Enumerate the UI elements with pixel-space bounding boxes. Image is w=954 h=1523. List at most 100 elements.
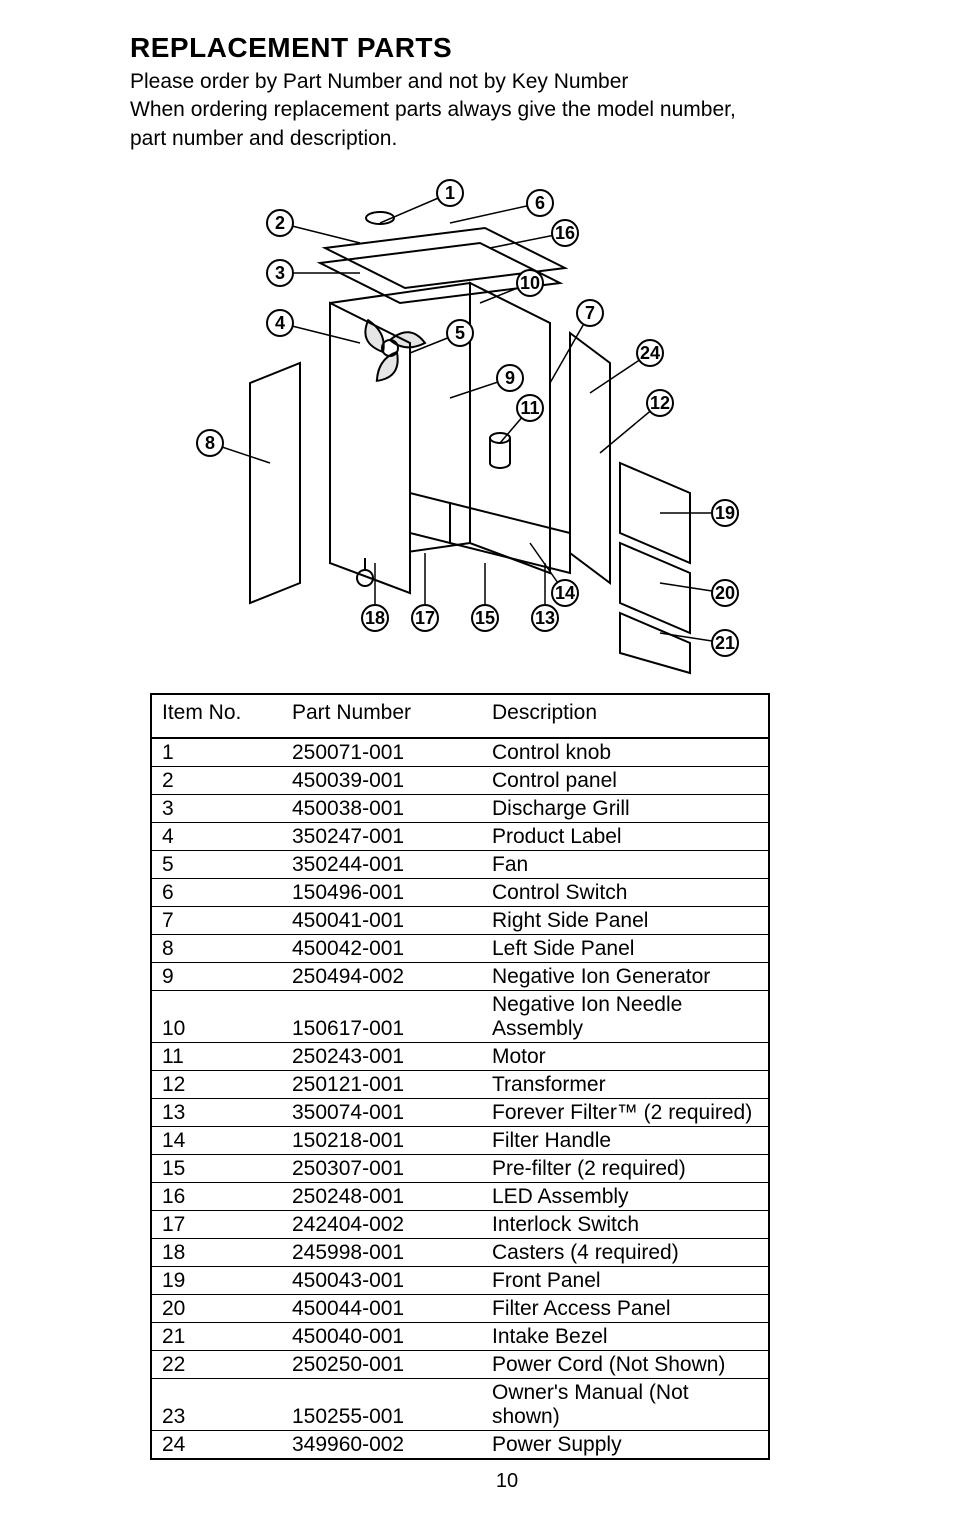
cell-part-number: 450042-001 bbox=[282, 935, 482, 963]
callout-19: 19 bbox=[712, 500, 738, 526]
table-row: 10150617-001Negative Ion Needle Assembly bbox=[151, 991, 769, 1043]
cell-part-number: 150218-001 bbox=[282, 1127, 482, 1155]
cell-description: Owner's Manual (Not shown) bbox=[482, 1379, 769, 1431]
device-outline bbox=[250, 212, 690, 673]
callout-label: 5 bbox=[455, 323, 465, 343]
callout-label: 16 bbox=[555, 223, 575, 243]
cell-item-no: 14 bbox=[151, 1127, 282, 1155]
cell-item-no: 13 bbox=[151, 1099, 282, 1127]
cell-item-no: 15 bbox=[151, 1155, 282, 1183]
callout-label: 10 bbox=[520, 273, 540, 293]
cell-description: Product Label bbox=[482, 823, 769, 851]
callout-1: 1 bbox=[437, 180, 463, 206]
table-row: 8450042-001Left Side Panel bbox=[151, 935, 769, 963]
callout-8: 8 bbox=[197, 430, 223, 456]
cell-part-number: 250248-001 bbox=[282, 1183, 482, 1211]
callout-label: 17 bbox=[415, 608, 435, 628]
cell-part-number: 150255-001 bbox=[282, 1379, 482, 1431]
callout-label: 15 bbox=[475, 608, 495, 628]
callout-label: 4 bbox=[275, 313, 285, 333]
cell-description: Control knob bbox=[482, 738, 769, 767]
cell-description: Control Switch bbox=[482, 879, 769, 907]
cell-description: Control panel bbox=[482, 767, 769, 795]
cell-item-no: 7 bbox=[151, 907, 282, 935]
cell-part-number: 250494-002 bbox=[282, 963, 482, 991]
cell-item-no: 21 bbox=[151, 1323, 282, 1351]
callout-label: 24 bbox=[640, 343, 660, 363]
table-row: 7450041-001Right Side Panel bbox=[151, 907, 769, 935]
callout-17: 17 bbox=[412, 605, 438, 631]
cell-description: LED Assembly bbox=[482, 1183, 769, 1211]
cell-part-number: 450040-001 bbox=[282, 1323, 482, 1351]
callout-label: 18 bbox=[365, 608, 385, 628]
cell-part-number: 250071-001 bbox=[282, 738, 482, 767]
table-row: 9250494-002Negative Ion Generator bbox=[151, 963, 769, 991]
diagram-svg: 12345678910111213141516171819202124 bbox=[150, 163, 770, 693]
callout-13: 13 bbox=[532, 605, 558, 631]
cell-part-number: 350074-001 bbox=[282, 1099, 482, 1127]
page-number: 10 bbox=[130, 1470, 884, 1493]
diagram-leaders bbox=[210, 193, 725, 643]
parts-table: Item No. Part Number Description 1250071… bbox=[150, 693, 770, 1460]
cell-item-no: 5 bbox=[151, 851, 282, 879]
cell-item-no: 22 bbox=[151, 1351, 282, 1379]
cell-item-no: 19 bbox=[151, 1267, 282, 1295]
cell-item-no: 12 bbox=[151, 1071, 282, 1099]
cell-item-no: 10 bbox=[151, 991, 282, 1043]
cell-item-no: 1 bbox=[151, 738, 282, 767]
callout-label: 9 bbox=[505, 368, 515, 388]
cell-description: Discharge Grill bbox=[482, 795, 769, 823]
cell-item-no: 18 bbox=[151, 1239, 282, 1267]
intro-text: Please order by Part Number and not by K… bbox=[130, 68, 884, 153]
table-row: 22250250-001Power Cord (Not Shown) bbox=[151, 1351, 769, 1379]
table-row: 15250307-001Pre-filter (2 required) bbox=[151, 1155, 769, 1183]
callout-label: 8 bbox=[205, 433, 215, 453]
callout-18: 18 bbox=[362, 605, 388, 631]
cell-part-number: 250250-001 bbox=[282, 1351, 482, 1379]
callout-14: 14 bbox=[552, 580, 578, 606]
cell-item-no: 6 bbox=[151, 879, 282, 907]
callout-label: 13 bbox=[535, 608, 555, 628]
callout-10: 10 bbox=[517, 270, 543, 296]
table-row: 23150255-001Owner's Manual (Not shown) bbox=[151, 1379, 769, 1431]
cell-description: Pre-filter (2 required) bbox=[482, 1155, 769, 1183]
cell-part-number: 150496-001 bbox=[282, 879, 482, 907]
cell-description: Fan bbox=[482, 851, 769, 879]
cell-part-number: 250121-001 bbox=[282, 1071, 482, 1099]
col-header-part: Part Number bbox=[282, 694, 482, 738]
table-row: 5350244-001Fan bbox=[151, 851, 769, 879]
cell-item-no: 8 bbox=[151, 935, 282, 963]
exploded-diagram: 12345678910111213141516171819202124 bbox=[150, 163, 770, 693]
table-row: 19450043-001Front Panel bbox=[151, 1267, 769, 1295]
cell-part-number: 450038-001 bbox=[282, 795, 482, 823]
callout-label: 7 bbox=[585, 303, 595, 323]
cell-part-number: 242404-002 bbox=[282, 1211, 482, 1239]
cell-item-no: 3 bbox=[151, 795, 282, 823]
cell-description: Intake Bezel bbox=[482, 1323, 769, 1351]
cell-part-number: 350247-001 bbox=[282, 823, 482, 851]
intro-line-2: When ordering replacement parts always g… bbox=[130, 98, 736, 121]
cell-part-number: 245998-001 bbox=[282, 1239, 482, 1267]
cell-description: Power Cord (Not Shown) bbox=[482, 1351, 769, 1379]
callout-label: 6 bbox=[535, 193, 545, 213]
callout-label: 12 bbox=[650, 393, 670, 413]
table-row: 21450040-001Intake Bezel bbox=[151, 1323, 769, 1351]
callout-16: 16 bbox=[552, 220, 578, 246]
cell-part-number: 450039-001 bbox=[282, 767, 482, 795]
callout-label: 20 bbox=[715, 583, 735, 603]
cell-part-number: 450044-001 bbox=[282, 1295, 482, 1323]
page: REPLACEMENT PARTS Please order by Part N… bbox=[0, 0, 954, 1523]
table-row: 13350074-001Forever Filter™ (2 required) bbox=[151, 1099, 769, 1127]
table-row: 4350247-001Product Label bbox=[151, 823, 769, 851]
table-row: 1250071-001Control knob bbox=[151, 738, 769, 767]
cell-description: Interlock Switch bbox=[482, 1211, 769, 1239]
callout-7: 7 bbox=[577, 300, 603, 326]
cell-item-no: 4 bbox=[151, 823, 282, 851]
cell-item-no: 24 bbox=[151, 1431, 282, 1460]
callout-label: 1 bbox=[445, 183, 455, 203]
callout-label: 21 bbox=[715, 633, 735, 653]
cell-item-no: 11 bbox=[151, 1043, 282, 1071]
cell-item-no: 9 bbox=[151, 963, 282, 991]
cell-description: Negative Ion Needle Assembly bbox=[482, 991, 769, 1043]
callout-label: 14 bbox=[555, 583, 575, 603]
